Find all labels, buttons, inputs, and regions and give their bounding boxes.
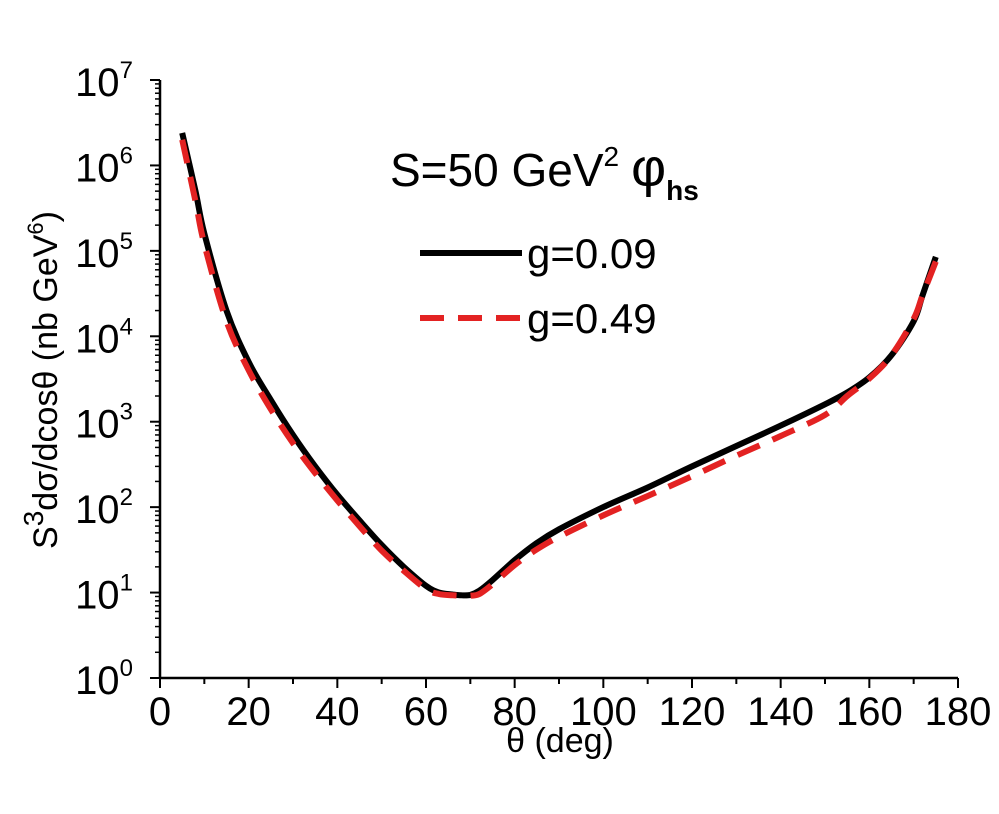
x-tick-label: 0 xyxy=(149,690,171,734)
y-tick-label: 103 xyxy=(75,399,133,447)
series-layer xyxy=(179,132,939,599)
legend: g=0.09 g=0.49 xyxy=(420,230,657,342)
x-tick-label: 80 xyxy=(492,690,537,734)
x-tick-label: 180 xyxy=(925,690,992,734)
x-tick-label: 140 xyxy=(747,690,814,734)
x-ticks: 0 20 40 60 80 100 120 140 160 180 xyxy=(149,678,992,734)
y-axis-label-prefix: S xyxy=(27,526,65,549)
y-tick-label: 107 xyxy=(75,57,133,105)
legend-label-2: g=0.49 xyxy=(527,295,657,342)
annotation-main: S=50 GeV xyxy=(390,144,604,196)
y-axis-label-sup2: 6 xyxy=(23,222,48,234)
legend-label-1: g=0.09 xyxy=(527,230,657,277)
y-axis-label-sup: 3 xyxy=(18,511,49,527)
y-tick-label: 100 xyxy=(75,655,133,703)
series-line-1 xyxy=(179,132,939,599)
series-line-2 xyxy=(179,139,939,599)
x-tick-label: 20 xyxy=(226,690,271,734)
x-tick-label: 100 xyxy=(570,690,637,734)
y-tick-label: 102 xyxy=(75,484,133,532)
annotation-sup: 2 xyxy=(604,141,620,172)
y-tick-label: 101 xyxy=(75,570,133,618)
x-tick-label: 160 xyxy=(836,690,903,734)
x-axis-label: θ (deg) xyxy=(506,722,614,760)
y-axis-label-main: dσ/dcosθ (nb GeV xyxy=(27,234,65,510)
y-tick-label: 105 xyxy=(75,228,133,276)
y-axis-label: S3dσ/dcosθ (nb GeV6) xyxy=(18,211,65,549)
annotation-sub: hs xyxy=(666,175,699,206)
annotation-phi: φ xyxy=(631,138,666,198)
y-tick-label: 106 xyxy=(75,142,133,190)
y-tick-label: 104 xyxy=(75,313,133,361)
x-tick-label: 120 xyxy=(659,690,726,734)
x-tick-label: 40 xyxy=(315,690,360,734)
y-ticks: 100 101 102 103 104 105 106 107 xyxy=(75,57,160,703)
chart-annotation: S=50 GeV2 φhs xyxy=(390,138,699,206)
x-tick-label: 60 xyxy=(404,690,449,734)
y-axis-label-close: ) xyxy=(27,211,65,222)
